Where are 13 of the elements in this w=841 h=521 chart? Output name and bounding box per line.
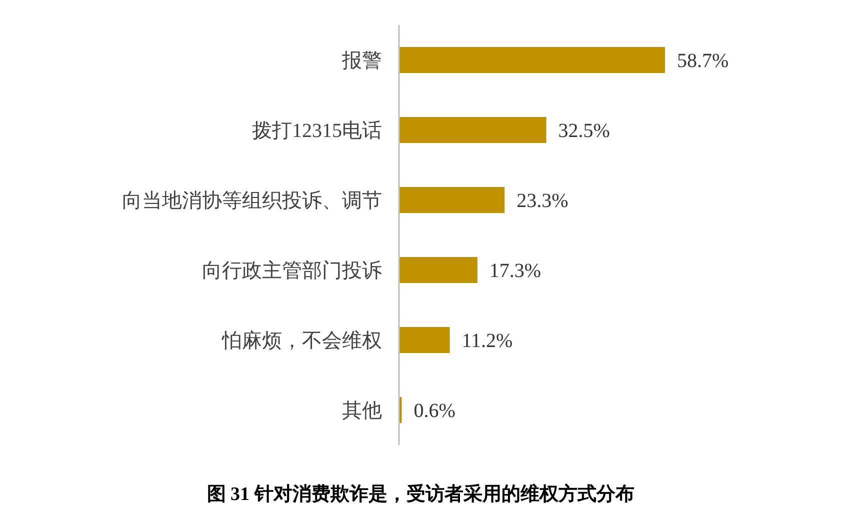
data-label: 58.7% — [677, 50, 729, 72]
y-tick-label: 向行政主管部门投诉 — [202, 259, 382, 282]
data-label: 23.3% — [516, 190, 568, 212]
data-label: 32.5% — [558, 120, 610, 142]
text: 图 31 针对消费欺诈是，受访者采用的维权方式分布 — [206, 483, 634, 505]
data-label: 0.6% — [414, 400, 456, 422]
y-tick-label: 报警 — [341, 50, 382, 72]
y-tick-label: 其他 — [342, 400, 382, 422]
y-tick-label: 怕麻烦，不会维权 — [221, 330, 382, 352]
data-label: 11.2% — [462, 330, 513, 352]
data-label: 17.3% — [489, 260, 542, 282]
y-tick-label: 拨打12315电话 — [252, 120, 382, 142]
y-tick-label: 向当地消协等组织投诉、调节 — [122, 190, 382, 212]
